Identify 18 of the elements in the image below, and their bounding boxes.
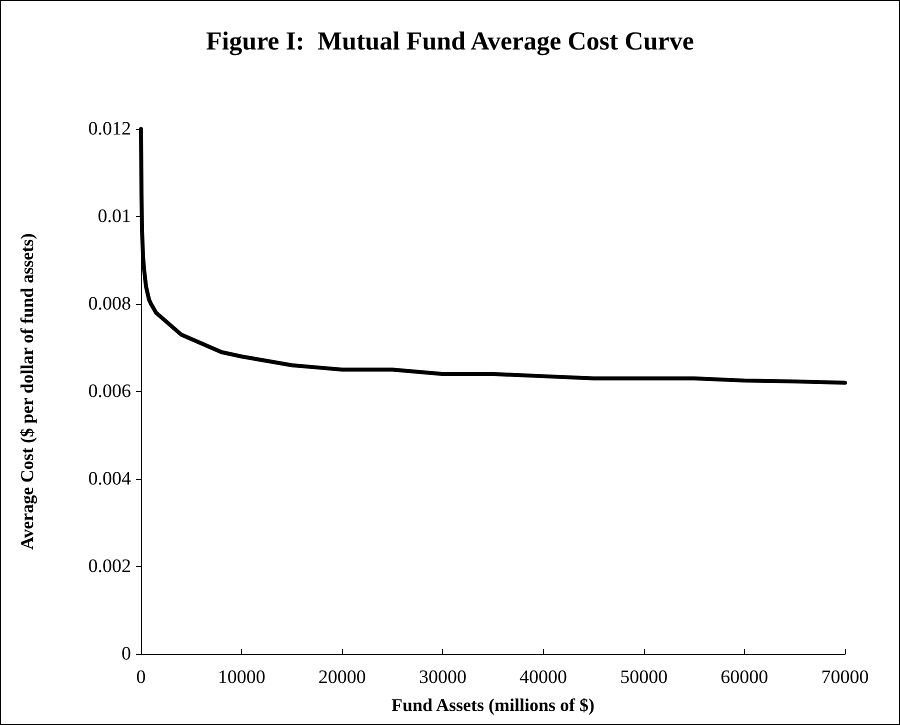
x-tick-label: 50000 — [620, 667, 668, 688]
x-axis-title: Fund Assets (millions of $) — [391, 695, 595, 715]
y-tick-label: 0.002 — [88, 556, 131, 577]
y-tick-label: 0.012 — [88, 118, 131, 140]
y-axis-title: Average Cost ($ per dollar of fund assets) — [17, 233, 37, 550]
x-tick-label: 70000 — [821, 667, 869, 688]
x-tick-label: 10000 — [218, 667, 266, 688]
x-tick-label: 20000 — [318, 667, 366, 688]
y-tick-label: 0 — [122, 644, 131, 664]
x-tick-label: 0 — [136, 667, 146, 688]
y-tick-label: 0.008 — [88, 294, 131, 314]
y-tick-label: 0.004 — [88, 468, 132, 490]
x-tick-label: 30000 — [418, 667, 466, 688]
y-tick-label: 0.01 — [98, 206, 131, 227]
chart-title: Figure I: Mutual Fund Average Cost Curve — [206, 26, 694, 56]
x-tick-label: 60000 — [720, 667, 768, 688]
y-tick-label: 0.006 — [88, 381, 131, 402]
x-tick-label: 40000 — [520, 667, 568, 688]
